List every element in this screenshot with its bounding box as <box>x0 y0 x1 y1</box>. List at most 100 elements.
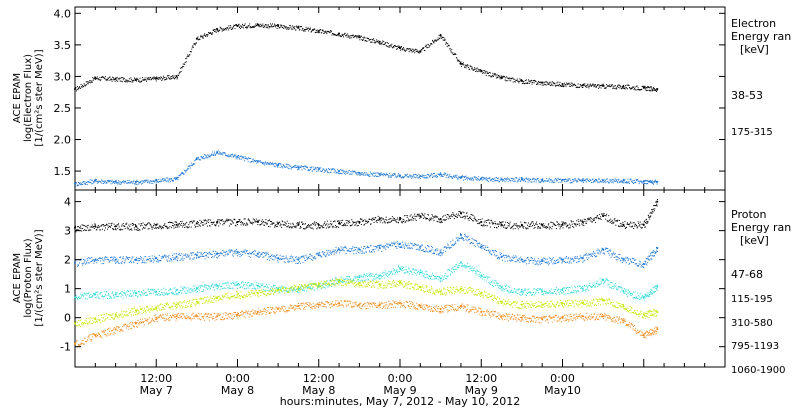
proton-point <box>152 289 154 291</box>
proton-point <box>273 255 275 257</box>
proton-point <box>354 249 356 251</box>
proton-point <box>502 221 504 223</box>
proton-point <box>360 250 362 252</box>
electron-point <box>106 79 108 81</box>
proton-point <box>78 296 80 298</box>
electron-point <box>448 175 450 177</box>
proton-point <box>409 215 411 217</box>
proton-point <box>500 254 502 256</box>
electron-point <box>95 78 97 80</box>
proton-point <box>596 215 598 217</box>
electron-point <box>286 28 288 30</box>
proton-point <box>426 217 428 219</box>
proton-point <box>563 221 565 223</box>
proton-point <box>205 252 207 254</box>
proton-point <box>86 294 88 296</box>
proton-point <box>532 225 534 227</box>
proton-point <box>316 228 318 230</box>
electron-point <box>318 167 320 169</box>
proton-point <box>85 298 87 300</box>
proton-point <box>380 220 382 222</box>
proton-point <box>466 212 468 214</box>
electron-point <box>586 84 588 86</box>
electron-point <box>162 177 164 179</box>
proton-point <box>474 218 476 220</box>
electron-point <box>92 181 94 183</box>
electron-point <box>644 87 646 89</box>
electron-point <box>300 26 302 28</box>
electron-point <box>512 178 514 180</box>
proton-point <box>433 220 435 222</box>
electron-point <box>427 43 429 45</box>
proton-point <box>109 297 111 299</box>
proton-point <box>361 220 363 222</box>
proton-point <box>294 226 296 228</box>
electron-point <box>643 183 645 185</box>
electron-point <box>468 66 470 68</box>
proton-point <box>587 219 589 221</box>
proton-point <box>94 293 97 296</box>
electron-point <box>123 77 125 79</box>
electron-point <box>483 178 485 180</box>
proton-point <box>147 289 149 291</box>
proton-point <box>557 261 559 263</box>
electron-point <box>242 156 244 158</box>
electron-point <box>206 157 208 159</box>
proton-point <box>259 255 261 257</box>
proton-point <box>264 222 266 224</box>
proton-point <box>628 223 630 225</box>
proton-point <box>502 255 504 257</box>
proton-point <box>439 251 442 254</box>
proton-point <box>478 246 480 248</box>
proton-point <box>104 290 106 292</box>
proton-point <box>502 259 504 261</box>
proton-point <box>175 226 177 228</box>
proton-point <box>116 261 118 263</box>
proton-point <box>559 228 561 230</box>
proton-point <box>333 253 335 255</box>
proton-point <box>113 256 115 258</box>
electron-point <box>472 68 474 70</box>
proton-point <box>514 228 516 230</box>
electron-point <box>492 181 494 183</box>
electron-point <box>651 88 653 90</box>
electron-point <box>131 182 133 184</box>
electron-point <box>605 181 607 183</box>
proton-point <box>235 222 237 224</box>
proton-point <box>600 251 602 253</box>
proton-point <box>117 261 119 263</box>
electron-point <box>499 179 501 181</box>
electron-point <box>181 67 183 69</box>
electron-point <box>646 90 648 92</box>
electron-point <box>559 178 561 180</box>
electron-point <box>616 86 618 88</box>
electron-point <box>279 26 281 28</box>
proton-point <box>599 214 601 216</box>
electron-point <box>255 160 257 162</box>
proton-point <box>331 223 333 225</box>
electron-point <box>486 179 488 181</box>
electron-point <box>360 172 362 174</box>
electron-point <box>527 178 529 180</box>
proton-point <box>485 224 487 226</box>
electron-point <box>444 39 446 41</box>
proton-point <box>459 211 461 213</box>
electron-point <box>124 180 126 182</box>
electron-point <box>597 84 599 86</box>
proton-point <box>652 251 654 253</box>
proton-point <box>117 228 119 230</box>
electron-point <box>144 179 146 181</box>
proton-point <box>622 290 625 293</box>
electron-point <box>340 35 342 37</box>
electron-point <box>561 85 563 87</box>
electron-point <box>623 87 625 89</box>
proton-point <box>212 250 214 252</box>
electron-point <box>86 184 88 186</box>
proton-point <box>460 213 462 215</box>
electron-point <box>455 57 457 59</box>
proton-point <box>511 256 513 258</box>
proton-point <box>520 223 523 226</box>
proton-point <box>196 256 198 258</box>
proton-point <box>143 227 145 229</box>
proton-point <box>527 259 529 261</box>
